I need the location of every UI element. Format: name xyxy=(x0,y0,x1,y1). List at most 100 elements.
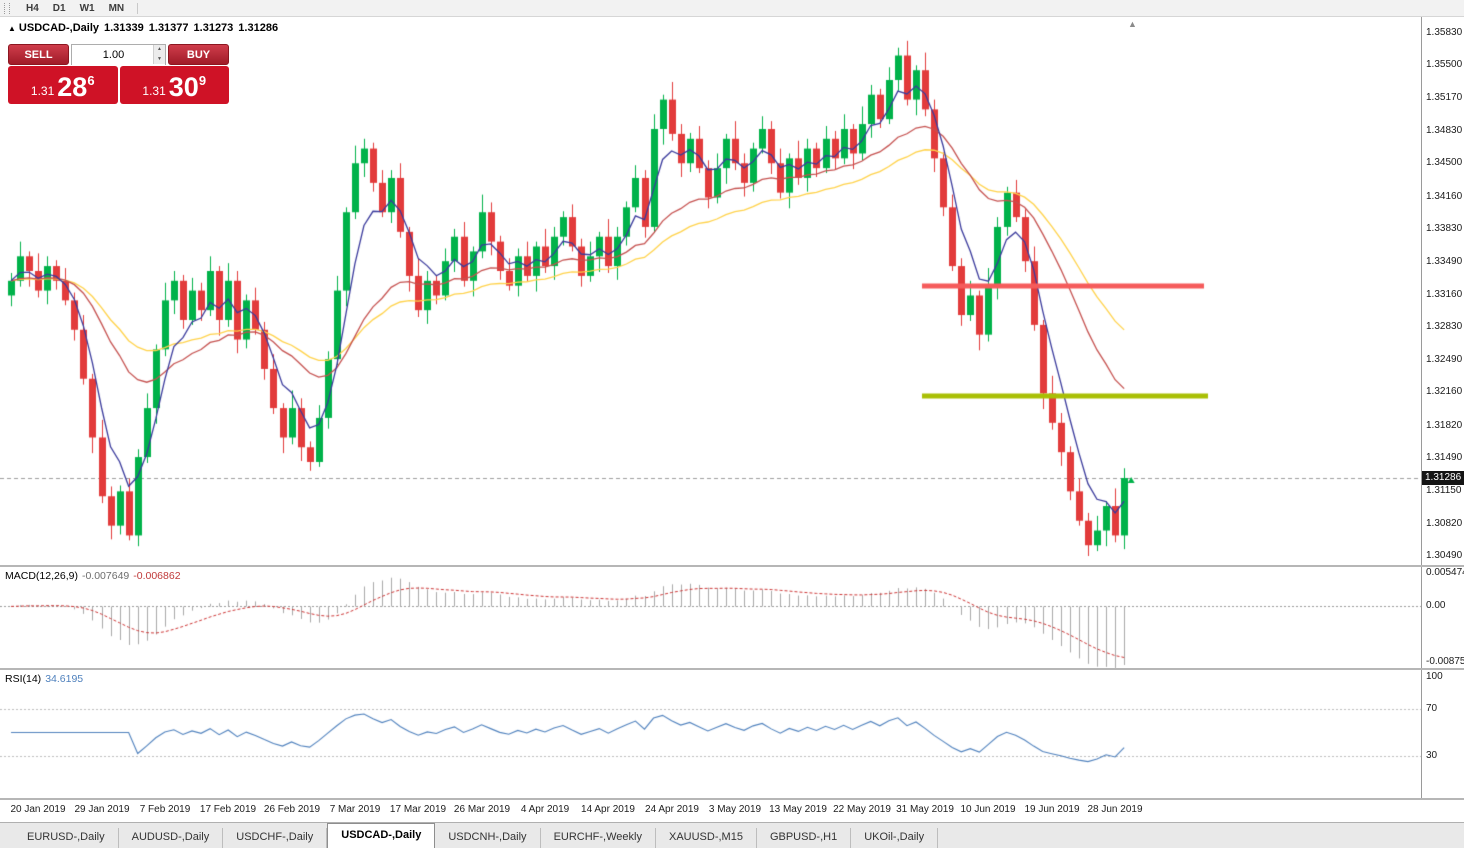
chart-tab-ukoil[interactable]: UKOil-,Daily xyxy=(851,828,939,848)
price-tick: 1.34160 xyxy=(1426,191,1463,202)
date-label: 29 Jan 2019 xyxy=(74,804,130,815)
date-label: 13 May 2019 xyxy=(769,804,827,815)
price-tick: 1.35500 xyxy=(1426,59,1463,70)
price-tick: 1.32830 xyxy=(1426,321,1463,332)
price-tick: 1.34500 xyxy=(1426,157,1463,168)
price-tick: 1.33160 xyxy=(1426,289,1463,300)
rsi-canvas[interactable] xyxy=(0,670,1421,798)
timeframe-h4-button[interactable]: H4 xyxy=(19,2,46,15)
macd-title: MACD(12,26,9) xyxy=(5,570,78,582)
chart-tab-usdcad[interactable]: USDCAD-,Daily xyxy=(327,823,436,848)
price-tick: 1.30490 xyxy=(1426,550,1463,561)
ohlc-open: 1.31339 xyxy=(104,22,144,34)
date-label: 22 May 2019 xyxy=(833,804,891,815)
macd-label: MACD(12,26,9) -0.007649 -0.006862 xyxy=(5,570,185,582)
date-label: 17 Feb 2019 xyxy=(199,804,257,815)
chart-tab-xauusd[interactable]: XAUUSD-,M15 xyxy=(656,828,757,848)
price-tick: 1.31820 xyxy=(1426,420,1463,431)
macd-axis[interactable]: 0.005474 0.00 -0.008752 xyxy=(1421,567,1464,668)
buy-price-pip: 9 xyxy=(198,73,207,88)
price-tick: 1.31490 xyxy=(1426,452,1463,463)
buy-price-button[interactable]: 1.31 30 9 xyxy=(119,66,229,104)
date-label: 10 Jun 2019 xyxy=(960,804,1016,815)
timeframe-d1-button[interactable]: D1 xyxy=(46,2,73,15)
date-label: 31 May 2019 xyxy=(896,804,954,815)
date-axis[interactable]: 20 Jan 2019 29 Jan 2019 7 Feb 2019 17 Feb 2… xyxy=(0,800,1464,822)
current-price-badge: 1.31286 xyxy=(1422,471,1464,485)
price-tick: 1.33830 xyxy=(1426,223,1463,234)
panel-separator[interactable] xyxy=(0,565,1464,567)
buy-button[interactable]: BUY xyxy=(168,44,229,65)
ohlc-close: 1.31286 xyxy=(238,22,279,34)
price-tick: 1.35830 xyxy=(1426,27,1463,38)
rsi-panel: RSI(14) 34.6195 100 70 30 xyxy=(0,670,1464,798)
sell-price-prefix: 1.31 xyxy=(30,84,55,98)
price-chart-canvas[interactable] xyxy=(0,17,1421,565)
date-label: 17 Mar 2019 xyxy=(389,804,447,815)
price-tick: 1.31150 xyxy=(1426,485,1462,496)
ohlc-low: 1.31273 xyxy=(193,22,234,34)
timeframe-w1-button[interactable]: W1 xyxy=(73,2,102,15)
price-chart-panel: ▲ USDCAD-,Daily 1.31339 1.31377 1.31273 1.312… xyxy=(0,17,1464,565)
rsi-tick: 30 xyxy=(1426,750,1438,761)
chart-shift-icon[interactable]: ▲ xyxy=(1128,19,1137,29)
macd-panel: MACD(12,26,9) -0.007649 -0.006862 0.005474… xyxy=(0,567,1464,668)
price-tick: 1.35170 xyxy=(1426,92,1463,103)
chart-header: ▲ USDCAD-,Daily 1.31339 1.31377 1.31273 1.312… xyxy=(8,22,278,34)
timeframe-mn-button[interactable]: MN xyxy=(102,2,132,15)
date-label: 7 Mar 2019 xyxy=(329,804,381,815)
macd-main-value: -0.007649 xyxy=(81,570,130,582)
panel-separator[interactable] xyxy=(0,798,1464,800)
price-tick: 1.34830 xyxy=(1426,125,1463,136)
buy-price-prefix: 1.31 xyxy=(142,84,166,98)
sell-price-main: 28 xyxy=(57,72,88,102)
rsi-tick: 70 xyxy=(1426,703,1438,714)
date-label: 19 Jun 2019 xyxy=(1024,804,1080,815)
date-label: 26 Feb 2019 xyxy=(263,804,321,815)
sell-button[interactable]: SELL xyxy=(8,44,69,65)
rsi-axis[interactable]: 100 70 30 xyxy=(1421,670,1464,798)
rsi-value: 34.6195 xyxy=(45,673,84,685)
sell-price-button[interactable]: 1.31 28 6 xyxy=(8,66,118,104)
volume-input[interactable] xyxy=(72,45,165,65)
chart-tabs-bar: EURUSD-,Daily AUDUSD-,Daily USDCHF-,Daily U… xyxy=(0,822,1464,848)
price-axis[interactable]: 1.31286 1.35830 1.35500 1.35170 1.34830 1.34… xyxy=(1421,17,1464,565)
rsi-title: RSI(14) xyxy=(5,673,42,685)
chart-tab-gbpusd[interactable]: GBPUSD-,H1 xyxy=(757,828,852,848)
chart-tab-eurchf[interactable]: EURCHF-,Weekly xyxy=(541,828,656,848)
volume-increase-button[interactable]: ▲ xyxy=(153,45,165,55)
date-label: 14 Apr 2019 xyxy=(581,804,635,815)
volume-decrease-button[interactable]: ▼ xyxy=(153,54,165,64)
toolbar-separator xyxy=(137,2,139,14)
one-click-trading-panel: SELL ▲ ▼ BUY 1.31 28 6 1.31 xyxy=(8,44,229,104)
macd-tick: 0.005474 xyxy=(1426,567,1464,578)
toolbar-grip[interactable] xyxy=(4,2,10,14)
rsi-label: RSI(14) 34.6195 xyxy=(5,673,87,685)
price-tick: 1.32490 xyxy=(1426,354,1463,365)
macd-tick: -0.008752 xyxy=(1426,656,1464,667)
buy-price-main: 30 xyxy=(168,72,199,102)
date-label: 24 Apr 2019 xyxy=(645,804,699,815)
chart-tab-audusd[interactable]: AUDUSD-,Daily xyxy=(119,828,224,848)
macd-signal-value: -0.006862 xyxy=(133,570,181,582)
price-tick: 1.33490 xyxy=(1426,256,1463,267)
price-tick: 1.30820 xyxy=(1426,518,1463,529)
ohlc-high: 1.31377 xyxy=(148,22,189,34)
one-click-collapse-icon[interactable]: ▲ xyxy=(8,24,16,33)
date-label: 3 May 2019 xyxy=(708,804,762,815)
timeframe-toolbar: H4 D1 W1 MN xyxy=(0,0,1464,17)
date-label: 7 Feb 2019 xyxy=(139,804,191,815)
macd-canvas[interactable] xyxy=(0,567,1421,668)
chart-tab-usdcnh[interactable]: USDCNH-,Daily xyxy=(435,828,541,848)
price-tick: 1.32160 xyxy=(1426,386,1463,397)
chart-tab-eurusd[interactable]: EURUSD-,Daily xyxy=(14,828,119,848)
date-label: 20 Jan 2019 xyxy=(10,804,66,815)
rsi-tick: 100 xyxy=(1426,671,1443,682)
chart-tab-usdchf[interactable]: USDCHF-,Daily xyxy=(223,828,328,848)
chart-symbol: USDCAD-,Daily xyxy=(18,22,99,34)
macd-tick: 0.00 xyxy=(1426,600,1446,611)
date-label: 28 Jun 2019 xyxy=(1087,804,1143,815)
panel-separator[interactable] xyxy=(0,668,1464,670)
volume-box: ▲ ▼ xyxy=(71,44,166,65)
date-label: 26 Mar 2019 xyxy=(453,804,511,815)
